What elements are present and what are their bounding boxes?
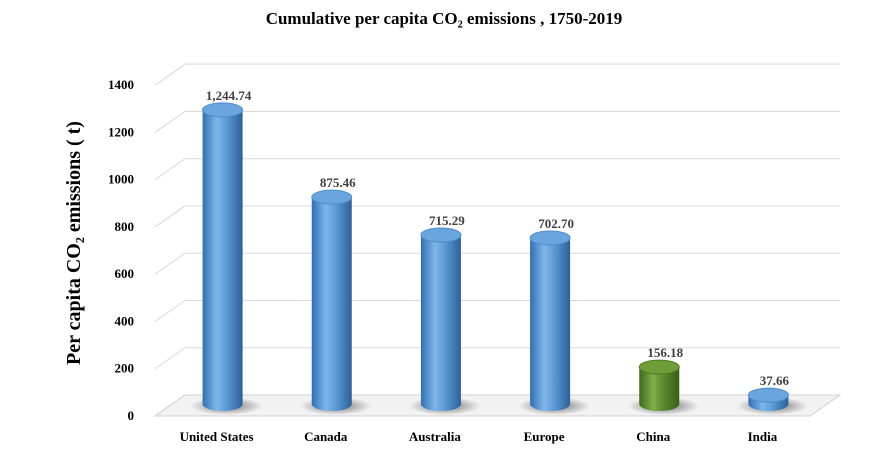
y-tick-label: 200 <box>115 361 135 376</box>
bar-top <box>420 227 462 243</box>
x-tick-label: Canada <box>304 429 348 444</box>
gridline-diagonal <box>154 111 186 133</box>
bar-body <box>311 197 352 411</box>
y-axis-label: Per capita CO₂ emissions ( t) <box>63 121 85 365</box>
gridlines <box>154 63 840 417</box>
data-label: 875.46 <box>320 175 356 190</box>
x-tick-label: India <box>748 429 778 444</box>
bar-top <box>638 359 680 375</box>
gridline-diagonal <box>154 300 186 322</box>
bar <box>736 387 809 415</box>
data-label: 715.29 <box>429 213 465 228</box>
y-tick-label: 800 <box>115 219 135 234</box>
bar <box>299 189 372 415</box>
bar-body <box>420 234 461 411</box>
x-tick-label: Europe <box>524 429 565 444</box>
data-label: 37.66 <box>760 373 790 388</box>
x-tick-label: United States <box>180 429 254 444</box>
chart-title: Cumulative per capita CO₂ emissions , 17… <box>266 9 623 28</box>
y-tick-label: 1400 <box>108 77 134 92</box>
bar-top <box>202 102 244 118</box>
data-label: 702.70 <box>538 216 574 231</box>
bar-top <box>311 189 353 205</box>
bar-body <box>639 367 680 411</box>
bar <box>518 230 591 415</box>
x-tick-label: China <box>636 429 670 444</box>
y-axis-ticks: 0 200 400 600 800 1000 1200 1400 <box>108 77 134 423</box>
y-tick-label: 600 <box>115 266 135 281</box>
bar <box>408 227 481 415</box>
gridline-diagonal <box>154 252 186 275</box>
bar <box>627 359 700 415</box>
bar-top <box>747 387 789 403</box>
bar-top <box>529 230 571 246</box>
bar-body <box>530 237 571 411</box>
gridline-diagonal <box>154 205 186 228</box>
bar <box>190 102 263 415</box>
y-tick-label: 1000 <box>108 172 134 187</box>
gridline-diagonal <box>154 347 186 370</box>
data-label: 1,244.74 <box>206 88 252 103</box>
y-tick-label: 0 <box>128 408 135 423</box>
y-tick-label: 400 <box>115 313 135 328</box>
y-tick-label: 1200 <box>108 124 134 139</box>
x-tick-label: Australia <box>409 429 462 444</box>
gridline-diagonal <box>154 158 186 181</box>
bars-group: 1,244.74 875.46 715.29 702.70 156.18 37.66 <box>190 88 809 415</box>
data-label: 156.18 <box>647 345 683 360</box>
bar-body <box>202 109 243 412</box>
gridline-diagonal <box>154 63 186 86</box>
x-axis-labels: United States Canada Australia Europe China I… <box>180 429 778 444</box>
